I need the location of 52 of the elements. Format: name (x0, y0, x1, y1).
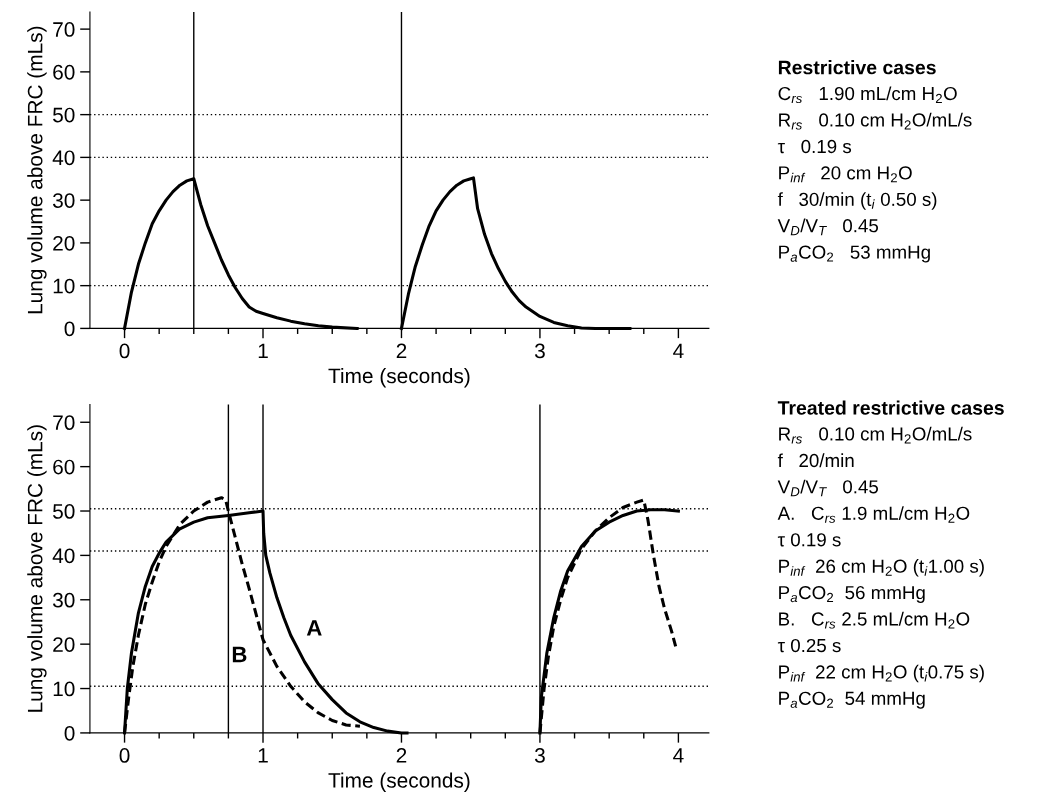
text: P$_{inf}$ 26 cm H$_{2}$O (t$_{i}$1.00 s) (779, 559, 984, 577)
text: f 20/min (777, 453, 854, 468)
x-axis-title: Time (seconds) (328, 772, 470, 792)
y-tick-label: 50 (53, 504, 75, 519)
text: P$_{inf}$ 20 cm H$_{2}$O (779, 166, 912, 183)
text: R$_{rs}$ 0.10 cm H$_{2}$O/mL/s (779, 426, 972, 444)
x-tick-label: 4 (673, 748, 684, 763)
y-tick-label: 60 (53, 64, 75, 80)
y-axis-title: Lung volume above FRC (mLs) (27, 26, 47, 314)
text: P$_{a}$CO$_{2}$ 54 mmHg (779, 691, 925, 709)
series-label: A (306, 620, 322, 636)
x-tick-label: 1 (258, 748, 268, 763)
text: τ 0.19 s (777, 533, 841, 547)
x-tick-label: 0 (119, 343, 130, 359)
series-label: B (232, 646, 247, 663)
x-tick-label: 2 (396, 343, 407, 359)
text: R$_{rs}$ 0.10 cm H$_{2}$O/mL/s (779, 112, 972, 130)
x-axis-title: Time (seconds) (328, 367, 470, 388)
y-tick-label: 0 (64, 321, 75, 337)
text: Treated restrictive cases (777, 400, 1004, 415)
text: V$_{D}$/V$_{T}$ 0.45 (777, 218, 879, 236)
y-tick-label: 70 (53, 415, 75, 431)
y-tick-label: 40 (52, 548, 75, 564)
text: V$_{D}$/V$_{T}$ 0.45 (777, 479, 879, 497)
y-tick-label: 50 (53, 107, 75, 123)
y-tick-label: 10 (53, 681, 75, 697)
y-tick-label: 40 (52, 150, 75, 166)
text: τ 0.25 s (777, 638, 841, 653)
text: P$_{inf}$ 22 cm H$_{2}$O (t$_{i}$0.75 s) (779, 664, 984, 683)
text: A. C$_{rs}$ 1.9 mL/cm H$_{2}$O (777, 506, 970, 523)
y-tick-label: 20 (53, 637, 75, 652)
y-tick-label: 10 (53, 278, 75, 294)
text: C$_{rs}$ 1.90 mL/cm H$_{2}$O (778, 86, 957, 104)
y-tick-label: 20 (53, 235, 75, 251)
text: Restrictive cases (778, 60, 936, 75)
x-tick-label: 1 (258, 343, 268, 359)
text: P$_{a}$CO$_{2}$ 56 mmHg (779, 585, 925, 603)
x-tick-label: 2 (396, 748, 407, 763)
text: P$_{a}$CO$_{2}$ 53 mmHg (779, 245, 930, 263)
x-tick-label: 4 (673, 343, 684, 359)
y-tick-label: 30 (52, 592, 75, 608)
x-tick-label: 3 (534, 748, 545, 763)
x-tick-label: 3 (534, 343, 545, 359)
y-axis-title: Lung volume above FRC (mLs) (27, 425, 47, 712)
text: τ 0.19 s (777, 139, 852, 154)
y-tick-label: 60 (53, 459, 75, 475)
y-tick-label: 70 (53, 22, 75, 37)
text: B. C$_{rs}$ 2.5 mL/cm H$_{2}$O (779, 611, 970, 629)
text: f 30/min (t$_{i}$ 0.50 s) (777, 192, 937, 210)
x-tick-label: 0 (119, 748, 130, 763)
y-tick-label: 0 (64, 725, 75, 741)
y-tick-label: 30 (52, 193, 75, 208)
